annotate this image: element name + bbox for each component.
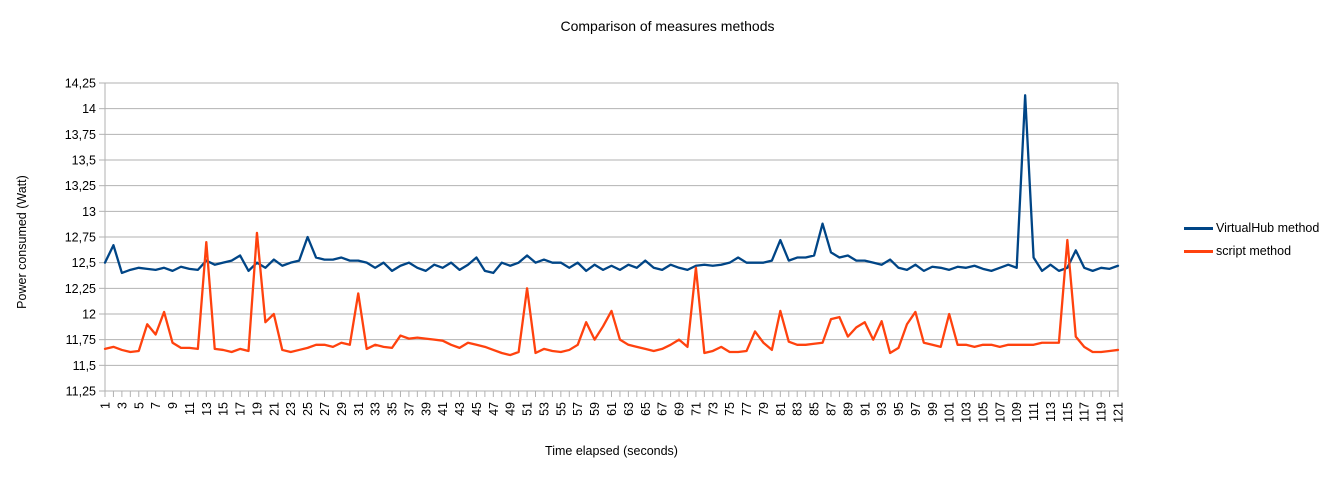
legend: VirtualHub method script method	[1184, 220, 1319, 266]
svg-text:69: 69	[673, 402, 687, 416]
svg-text:25: 25	[301, 402, 315, 416]
svg-text:55: 55	[554, 402, 568, 416]
svg-text:79: 79	[757, 402, 771, 416]
svg-text:21: 21	[267, 402, 281, 416]
svg-text:15: 15	[217, 402, 231, 416]
svg-text:121: 121	[1112, 402, 1126, 423]
legend-label: VirtualHub method	[1216, 221, 1320, 235]
svg-text:11,75: 11,75	[66, 333, 96, 347]
svg-text:49: 49	[504, 402, 518, 416]
svg-text:111: 111	[1027, 402, 1041, 421]
svg-text:97: 97	[909, 402, 923, 416]
svg-text:105: 105	[976, 402, 990, 423]
svg-text:41: 41	[436, 402, 450, 416]
svg-text:65: 65	[639, 402, 653, 416]
svg-text:1: 1	[99, 402, 113, 409]
svg-text:103: 103	[960, 402, 974, 423]
svg-text:83: 83	[791, 402, 805, 416]
svg-text:33: 33	[369, 402, 383, 416]
svg-text:115: 115	[1061, 402, 1075, 422]
svg-text:113: 113	[1044, 402, 1058, 422]
svg-text:3: 3	[115, 402, 129, 409]
svg-text:85: 85	[808, 402, 822, 416]
svg-text:89: 89	[841, 402, 855, 416]
svg-text:11,25: 11,25	[66, 385, 96, 399]
legend-item-virtualhub: VirtualHub method	[1184, 220, 1319, 236]
svg-text:9: 9	[166, 402, 180, 409]
legend-line-icon	[1184, 226, 1213, 230]
svg-text:23: 23	[284, 402, 298, 416]
svg-text:67: 67	[656, 402, 670, 416]
svg-text:7: 7	[149, 402, 163, 409]
svg-text:13,75: 13,75	[65, 128, 96, 142]
svg-text:12,5: 12,5	[72, 256, 96, 270]
svg-text:45: 45	[470, 402, 484, 416]
series-line-script-method	[103, 231, 1120, 357]
svg-text:13,5: 13,5	[72, 154, 96, 168]
svg-text:99: 99	[926, 402, 940, 416]
x-axis-title: Time elapsed (seconds)	[545, 444, 678, 458]
svg-text:29: 29	[335, 402, 349, 416]
svg-text:12,25: 12,25	[65, 282, 96, 296]
svg-text:12: 12	[82, 308, 96, 322]
svg-text:75: 75	[723, 402, 737, 416]
svg-text:119: 119	[1095, 402, 1109, 422]
svg-text:101: 101	[943, 402, 957, 423]
svg-text:73: 73	[706, 402, 720, 416]
svg-text:19: 19	[250, 402, 264, 416]
y-tick-labels: 14,25 14 13,75 13,5 13,25 13 12,75 12,5 12,25 12 1…	[65, 77, 96, 399]
series-line-virtualhub-method	[103, 94, 1120, 275]
svg-text:14,25: 14,25	[65, 77, 96, 91]
svg-text:5: 5	[132, 402, 146, 409]
svg-text:93: 93	[875, 402, 889, 416]
svg-text:91: 91	[858, 402, 872, 416]
series-lines	[103, 94, 1120, 357]
svg-text:53: 53	[537, 402, 551, 416]
svg-text:57: 57	[571, 402, 585, 416]
svg-text:77: 77	[740, 402, 754, 416]
svg-text:117: 117	[1078, 402, 1092, 422]
svg-text:13: 13	[82, 205, 96, 219]
svg-text:11: 11	[183, 402, 197, 415]
svg-text:13: 13	[200, 402, 214, 416]
svg-text:17: 17	[234, 402, 248, 416]
axis-ticks	[99, 82, 1119, 397]
svg-text:61: 61	[605, 402, 619, 416]
svg-text:87: 87	[824, 402, 838, 416]
svg-text:59: 59	[588, 402, 602, 416]
svg-text:37: 37	[402, 402, 416, 416]
svg-text:31: 31	[352, 402, 366, 416]
svg-text:13,25: 13,25	[65, 179, 96, 193]
x-tick-labels: 1 3 5 7 9 11 13 15 17 19 21 23 25 27 29 31 33 35 37 39 41 43 4…	[99, 402, 1126, 423]
svg-text:14: 14	[82, 102, 96, 116]
svg-text:51: 51	[521, 402, 535, 416]
svg-text:47: 47	[487, 402, 501, 416]
svg-text:71: 71	[689, 402, 703, 416]
svg-text:63: 63	[622, 402, 636, 416]
legend-label: script method	[1216, 244, 1292, 258]
y-axis-title: Power consumed (Watt)	[15, 175, 29, 309]
svg-text:35: 35	[386, 402, 400, 416]
svg-text:27: 27	[318, 402, 332, 416]
svg-text:39: 39	[419, 402, 433, 416]
svg-text:95: 95	[892, 402, 906, 416]
svg-text:43: 43	[453, 402, 467, 416]
svg-text:11,5: 11,5	[73, 359, 96, 373]
chart-title: Comparison of measures methods	[560, 18, 775, 34]
svg-text:81: 81	[774, 402, 788, 416]
legend-line-icon	[1184, 249, 1213, 253]
legend-item-script: script method	[1184, 243, 1319, 259]
svg-text:107: 107	[993, 402, 1007, 423]
svg-text:12,75: 12,75	[65, 231, 96, 245]
svg-text:109: 109	[1010, 402, 1024, 423]
